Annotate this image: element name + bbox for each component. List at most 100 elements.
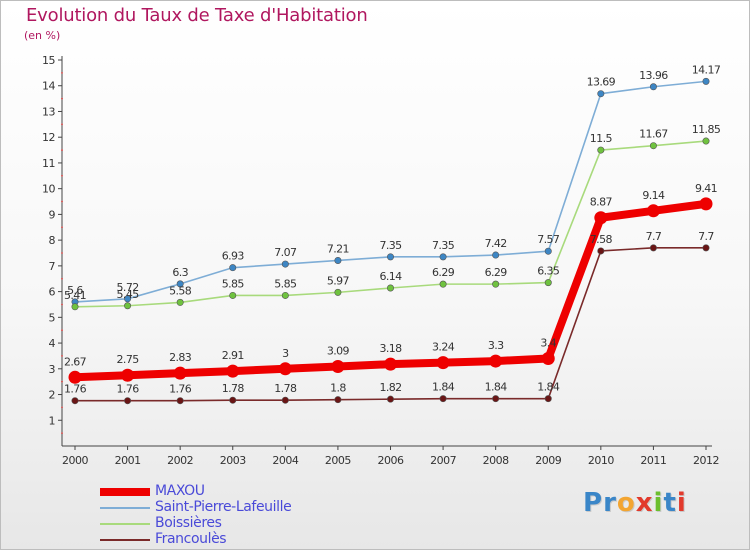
logo-letter: i <box>653 488 664 518</box>
data-label: 13.96 <box>639 69 668 82</box>
legend-swatch <box>100 539 150 541</box>
data-label: 6.3 <box>172 266 188 279</box>
data-label: 1.84 <box>537 381 560 394</box>
data-point <box>439 280 447 288</box>
data-point <box>649 83 657 91</box>
data-label: 9.14 <box>642 189 665 202</box>
data-point <box>384 357 397 371</box>
data-label: 7.58 <box>590 233 613 246</box>
data-label: 1.76 <box>117 383 140 396</box>
data-point <box>334 396 342 404</box>
legend-swatch <box>100 488 150 496</box>
data-point <box>439 253 447 261</box>
data-label: 7.57 <box>537 233 560 246</box>
data-point <box>68 370 82 384</box>
data-label: 1.76 <box>64 383 87 396</box>
data-label: 9.41 <box>695 182 717 195</box>
data-label: 3.4 <box>540 337 556 350</box>
data-point <box>597 146 605 154</box>
x-tick-label: 2001 <box>115 454 141 467</box>
data-label: 11.67 <box>639 128 668 141</box>
data-label: 1.82 <box>379 381 401 394</box>
data-point <box>386 253 394 261</box>
data-point <box>436 356 450 370</box>
x-tick-label: 2008 <box>483 454 509 467</box>
y-tick-label: 6 <box>49 286 56 299</box>
data-point <box>124 302 132 310</box>
data-point <box>124 295 132 303</box>
data-label: 3.09 <box>327 344 350 357</box>
y-minor-dot <box>61 252 63 254</box>
x-tick-label: 2012 <box>693 454 719 467</box>
legend-label: Boissières <box>155 515 222 531</box>
data-label: 1.76 <box>169 383 192 396</box>
y-tick-label: 10 <box>42 183 55 196</box>
x-tick-label: 2000 <box>62 454 88 467</box>
y-minor-dot <box>61 123 63 126</box>
legend-label: Saint-Pierre-Lafeuille <box>155 499 292 515</box>
data-label: 3.18 <box>379 342 402 355</box>
data-point <box>702 244 710 252</box>
data-label: 7.35 <box>379 239 402 252</box>
data-label: 7.7 <box>698 230 714 243</box>
data-label: 6.93 <box>222 250 245 263</box>
data-point <box>699 197 713 211</box>
data-point <box>334 288 342 296</box>
data-point <box>492 395 500 403</box>
data-label: 2.91 <box>222 349 244 362</box>
y-tick-label: 3 <box>49 363 56 376</box>
data-point <box>124 397 132 405</box>
y-tick-label: 14 <box>42 80 55 93</box>
data-point <box>334 256 342 264</box>
x-tick-label: 2009 <box>535 454 561 467</box>
data-label: 1.78 <box>222 382 245 395</box>
data-label: 1.84 <box>485 381 508 394</box>
y-tick-label: 5 <box>49 311 56 324</box>
data-point <box>489 354 503 368</box>
data-point <box>278 362 292 376</box>
data-point <box>176 280 184 288</box>
x-tick-label: 2011 <box>640 454 666 467</box>
logo-letter: t <box>663 488 677 518</box>
data-point <box>229 396 237 404</box>
data-point <box>226 364 240 378</box>
proxiti-logo: Proxiti <box>583 488 687 518</box>
x-tick-label: 2002 <box>167 454 193 467</box>
data-label: 5.41 <box>64 289 86 302</box>
y-minor-dot <box>61 200 63 203</box>
logo-letter: r <box>603 488 617 518</box>
y-minor-dot <box>61 97 63 100</box>
data-point <box>71 397 79 405</box>
data-point <box>386 395 394 403</box>
data-label: 5.85 <box>274 277 297 290</box>
logo-letter: P <box>583 488 604 518</box>
data-label: 2.67 <box>64 355 87 368</box>
x-tick-label: 2007 <box>430 454 456 467</box>
y-tick-label: 2 <box>49 389 56 402</box>
data-label: 3.3 <box>488 339 504 352</box>
x-tick-label: 2005 <box>325 454 351 467</box>
data-label: 6.29 <box>432 266 455 279</box>
y-tick-label: 1 <box>49 414 56 427</box>
legend-swatch <box>100 523 150 525</box>
y-minor-dot <box>61 174 63 177</box>
data-label: 7.42 <box>485 237 507 250</box>
x-tick-label: 2004 <box>272 454 298 467</box>
logo-letter: o <box>616 488 636 518</box>
data-point <box>281 260 289 268</box>
data-point <box>492 251 500 259</box>
data-point <box>649 244 657 252</box>
y-tick-label: 7 <box>49 260 56 273</box>
x-tick-label: 2006 <box>378 454 404 467</box>
data-label: 5.58 <box>169 284 192 297</box>
data-label: 5.6 <box>67 284 83 297</box>
data-label: 2.83 <box>169 351 192 364</box>
y-minor-dot <box>61 380 63 383</box>
data-label: 5.85 <box>222 277 245 290</box>
series-line-saint-pierre-lafeuille <box>74 80 707 303</box>
data-label: 5.72 <box>117 281 139 294</box>
data-label: 11.85 <box>692 123 721 136</box>
data-point <box>176 397 184 405</box>
